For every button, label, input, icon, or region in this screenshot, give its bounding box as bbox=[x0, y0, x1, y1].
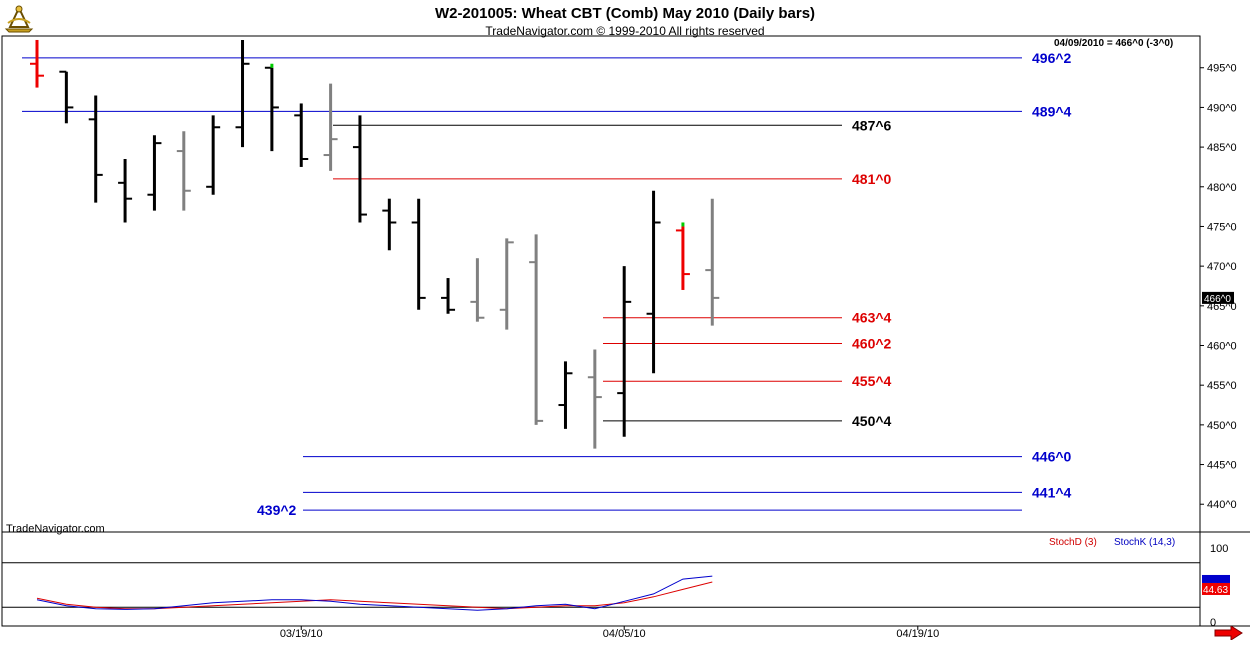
y-tick-label: 470^0 bbox=[1207, 261, 1237, 273]
ohlc-bar bbox=[646, 190, 661, 374]
ohlc-bar bbox=[705, 198, 720, 326]
stoch-last-label: 44.63 bbox=[1203, 585, 1228, 596]
ohlc-bar bbox=[675, 226, 690, 290]
x-tick-label: 04/19/10 bbox=[896, 628, 939, 640]
ohlc-bar bbox=[147, 135, 162, 211]
chart-frame bbox=[1, 35, 1201, 627]
ohlc-bar bbox=[499, 238, 514, 330]
last-price-readout: 04/09/2010 = 466^0 (-3^0) bbox=[1054, 38, 1174, 49]
stoch-y-label: 0 bbox=[1210, 617, 1216, 629]
last-price-label: 466^0 bbox=[1204, 294, 1231, 305]
ohlc-bar bbox=[441, 278, 456, 314]
ohlc-bar bbox=[558, 361, 573, 429]
ohlc-bar bbox=[470, 258, 485, 322]
ohlc-bar bbox=[206, 115, 221, 195]
y-tick-label: 475^0 bbox=[1207, 221, 1237, 233]
watermark: TradeNavigator.com bbox=[6, 523, 105, 535]
ohlc-bar bbox=[30, 39, 44, 88]
stochk-line bbox=[36, 575, 713, 611]
ohlc-bar bbox=[587, 349, 602, 449]
y-tick-label: 450^0 bbox=[1207, 420, 1237, 432]
chart-subtitle: TradeNavigator.com © 1999-2010 All right… bbox=[485, 24, 765, 38]
level-label: 487^6 bbox=[852, 117, 892, 133]
level-label: 455^4 bbox=[852, 373, 892, 389]
y-tick-label: 485^0 bbox=[1207, 142, 1237, 154]
ohlc-bar bbox=[323, 83, 338, 171]
last-price-marker bbox=[1202, 291, 1234, 304]
level-label: 450^4 bbox=[852, 413, 892, 429]
ohlc-bar bbox=[176, 131, 191, 211]
chart-title: W2-201005: Wheat CBT (Comb) May 2010 (Da… bbox=[434, 5, 816, 22]
stoch-k-marker bbox=[1202, 574, 1230, 583]
y-tick-label: 495^0 bbox=[1207, 63, 1237, 75]
ohlc-bar bbox=[118, 159, 133, 223]
level-label: 481^0 bbox=[852, 171, 892, 187]
y-tick-label: 445^0 bbox=[1207, 460, 1237, 472]
level-label: 446^0 bbox=[1032, 449, 1072, 465]
ohlc-bar bbox=[529, 234, 544, 425]
level-label: 463^4 bbox=[852, 310, 892, 326]
ohlc-bar bbox=[617, 266, 632, 437]
stoch-last-marker bbox=[1202, 582, 1230, 595]
y-tick-label: 440^0 bbox=[1207, 499, 1237, 511]
level-label: 441^4 bbox=[1032, 484, 1072, 500]
y-tick-label: 460^0 bbox=[1207, 341, 1237, 353]
x-tick-label: 04/05/10 bbox=[603, 628, 646, 640]
y-tick-label: 480^0 bbox=[1207, 182, 1237, 194]
ohlc-bar bbox=[411, 198, 426, 310]
scroll-right-arrow-icon[interactable] bbox=[1213, 626, 1243, 640]
level-label: 489^4 bbox=[1032, 103, 1072, 119]
ohlc-bar bbox=[235, 39, 250, 148]
ohlc-bar bbox=[294, 103, 309, 167]
ohlc-bar bbox=[352, 115, 367, 223]
y-tick-label: 490^0 bbox=[1207, 102, 1237, 114]
level-label: 460^2 bbox=[852, 336, 892, 352]
ohlc-bar bbox=[88, 95, 103, 203]
level-label: 439^2 bbox=[257, 502, 297, 518]
ohlc-bar bbox=[264, 66, 279, 152]
stochd-legend: StochD (3) bbox=[1049, 537, 1097, 548]
y-tick-label: 455^0 bbox=[1207, 380, 1237, 392]
ohlc-bar bbox=[382, 198, 397, 251]
x-tick-label: 03/19/10 bbox=[280, 628, 323, 640]
sextant-logo-icon bbox=[4, 5, 34, 33]
stoch-y-label: 100 bbox=[1210, 543, 1228, 555]
stochk-legend: StochK (14,3) bbox=[1114, 537, 1176, 548]
ohlc-bar bbox=[59, 70, 74, 124]
level-label: 496^2 bbox=[1032, 50, 1072, 66]
